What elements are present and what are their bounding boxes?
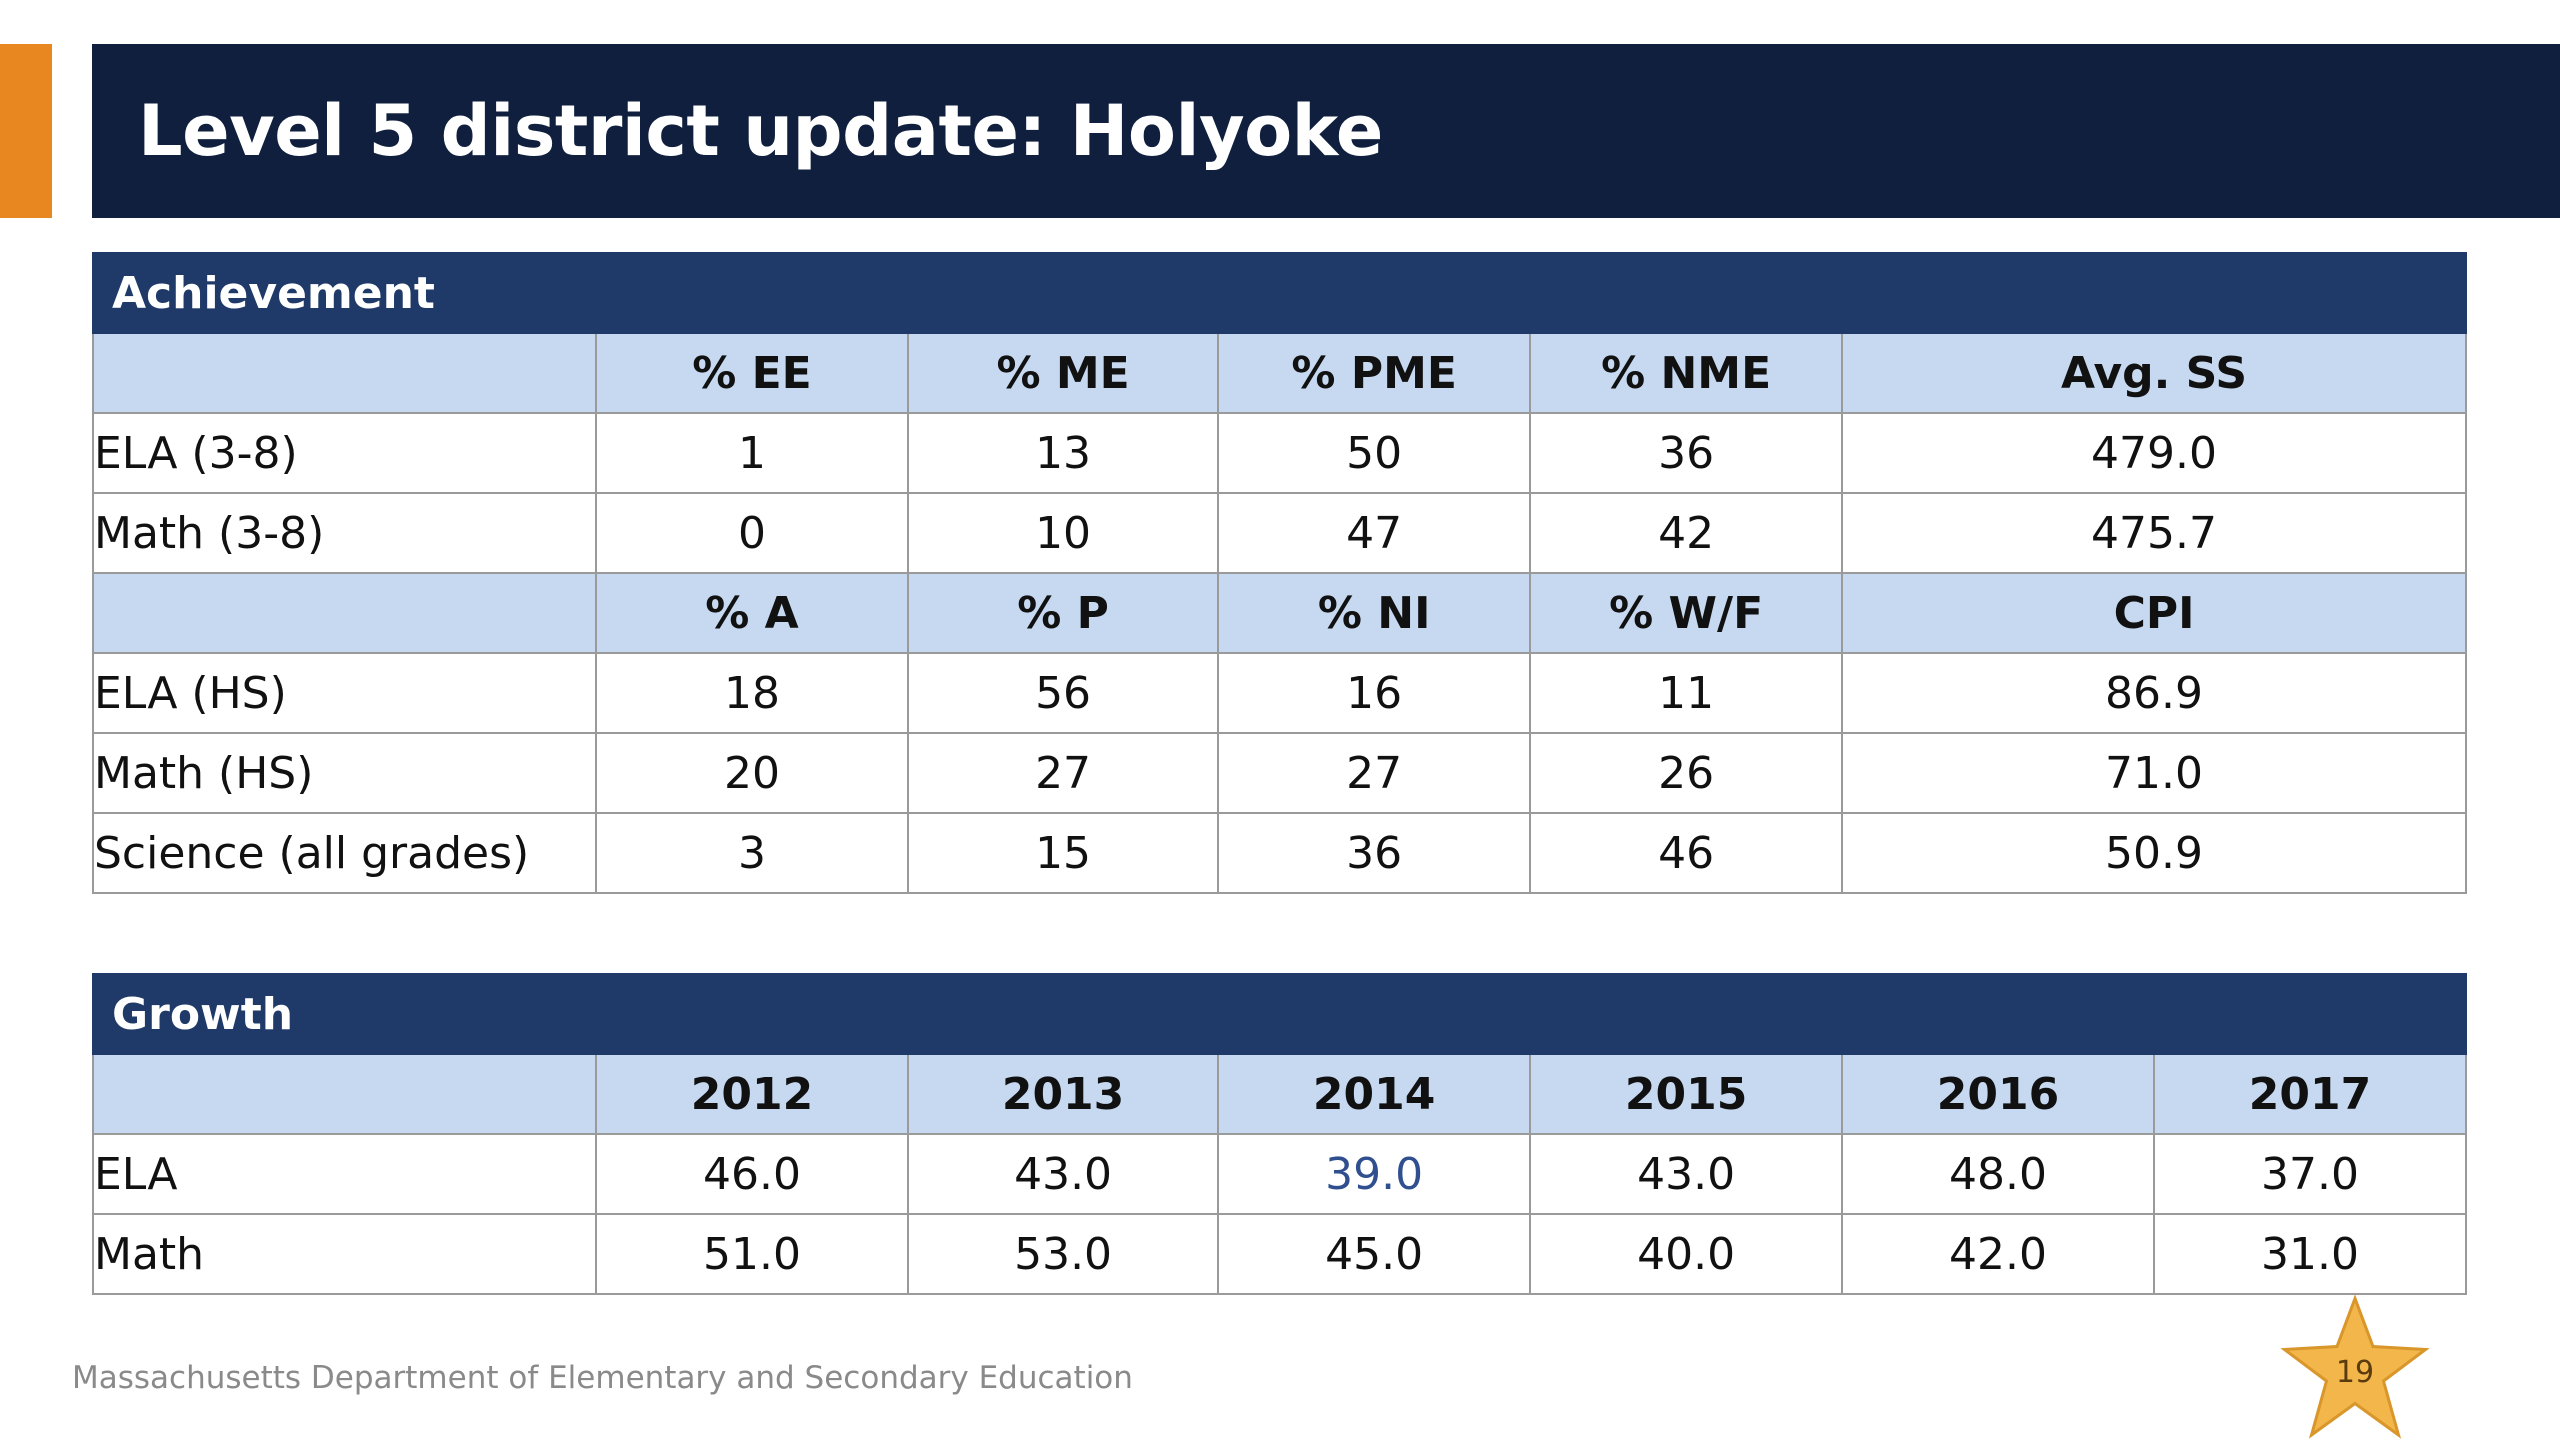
table-cell: 50	[1217, 412, 1532, 494]
column-header: 2013	[906, 1053, 1220, 1135]
table-cell: 39.0	[1217, 1133, 1532, 1215]
table-cell: 48.0	[1841, 1133, 2155, 1215]
table-cell: 3	[595, 812, 909, 894]
column-header: % ME	[906, 332, 1220, 414]
table-cell: 86.9	[1841, 652, 2467, 734]
column-header: % EE	[595, 332, 909, 414]
column-header: % W/F	[1529, 572, 1844, 654]
achievement-section-header: Achievement	[92, 252, 2467, 334]
achievement-column-header: % EE % ME % PME % NME Avg. SS	[92, 332, 2467, 414]
slide-title: Level 5 district update: Holyoke	[138, 90, 1383, 172]
column-header	[92, 572, 597, 654]
column-header: % P	[906, 572, 1220, 654]
column-header: 2015	[1529, 1053, 1844, 1135]
column-header	[92, 1053, 597, 1135]
row-label: Math	[92, 1213, 597, 1295]
table-cell: 36	[1217, 812, 1532, 894]
table-row: Math 51.0 53.0 45.0 40.0 42.0 31.0	[92, 1213, 2468, 1295]
table-row: Math (HS) 20 27 27 26 71.0	[92, 732, 2467, 814]
table-cell: 16	[1217, 652, 1532, 734]
table-cell: 51.0	[595, 1213, 909, 1295]
column-header: CPI	[1841, 572, 2467, 654]
table-cell: 27	[906, 732, 1220, 814]
row-label: Math (HS)	[92, 732, 597, 814]
table-cell: 43.0	[1529, 1133, 1844, 1215]
table-cell: 46.0	[595, 1133, 909, 1215]
growth-heading: Growth	[92, 973, 2467, 1055]
title-banner: Level 5 district update: Holyoke	[92, 44, 2560, 218]
table-cell: 479.0	[1841, 412, 2467, 494]
table-cell: 10	[906, 492, 1220, 574]
table-row: Science (all grades) 3 15 36 46 50.9	[92, 812, 2467, 894]
table-cell: 42.0	[1841, 1213, 2155, 1295]
table-cell: 43.0	[906, 1133, 1220, 1215]
achievement-heading: Achievement	[92, 252, 2467, 334]
accent-bar	[0, 44, 52, 218]
table-row: ELA (HS) 18 56 16 11 86.9	[92, 652, 2467, 734]
achievement-table: Achievement % EE % ME % PME % NME Avg. S…	[92, 252, 2467, 894]
column-header: Avg. SS	[1841, 332, 2467, 414]
page-number: 19	[2335, 1355, 2375, 1390]
column-header: % NME	[1529, 332, 1844, 414]
table-cell: 42	[1529, 492, 1844, 574]
table-cell: 56	[906, 652, 1220, 734]
column-header: 2012	[595, 1053, 909, 1135]
table-cell: 20	[595, 732, 909, 814]
table-cell: 47	[1217, 492, 1532, 574]
table-cell: 26	[1529, 732, 1844, 814]
table-cell: 53.0	[906, 1213, 1220, 1295]
table-cell: 37.0	[2152, 1133, 2468, 1215]
column-header: 2017	[2152, 1053, 2468, 1135]
row-label: Science (all grades)	[92, 812, 597, 894]
row-label: Math (3-8)	[92, 492, 597, 574]
table-cell: 40.0	[1529, 1213, 1844, 1295]
column-header: % NI	[1217, 572, 1532, 654]
achievement-column-header-hs: % A % P % NI % W/F CPI	[92, 572, 2467, 654]
column-header	[92, 332, 597, 414]
table-row: ELA (3-8) 1 13 50 36 479.0	[92, 412, 2467, 494]
table-cell: 45.0	[1217, 1213, 1532, 1295]
row-label: ELA (HS)	[92, 652, 597, 734]
table-cell: 18	[595, 652, 909, 734]
footer-text: Massachusetts Department of Elementary a…	[72, 1360, 1133, 1396]
table-row: Math (3-8) 0 10 47 42 475.7	[92, 492, 2467, 574]
table-cell: 475.7	[1841, 492, 2467, 574]
table-cell: 71.0	[1841, 732, 2467, 814]
row-label: ELA	[92, 1133, 597, 1215]
table-cell: 46	[1529, 812, 1844, 894]
table-cell: 31.0	[2152, 1213, 2468, 1295]
table-cell: 27	[1217, 732, 1532, 814]
table-cell: 0	[595, 492, 909, 574]
column-header: % A	[595, 572, 909, 654]
column-header: 2014	[1217, 1053, 1532, 1135]
table-cell: 50.9	[1841, 812, 2467, 894]
growth-table: Growth 2012 2013 2014 2015 2016 2017 ELA…	[92, 973, 2468, 1295]
table-cell: 15	[906, 812, 1220, 894]
column-header: % PME	[1217, 332, 1532, 414]
table-cell: 11	[1529, 652, 1844, 734]
table-cell: 36	[1529, 412, 1844, 494]
column-header: 2016	[1841, 1053, 2155, 1135]
row-label: ELA (3-8)	[92, 412, 597, 494]
star-icon	[2280, 1295, 2430, 1439]
growth-section-header: Growth	[92, 973, 2467, 1055]
table-cell: 1	[595, 412, 909, 494]
table-cell: 13	[906, 412, 1220, 494]
growth-column-header: 2012 2013 2014 2015 2016 2017	[92, 1053, 2468, 1135]
table-row: ELA 46.0 43.0 39.0 43.0 48.0 37.0	[92, 1133, 2468, 1215]
